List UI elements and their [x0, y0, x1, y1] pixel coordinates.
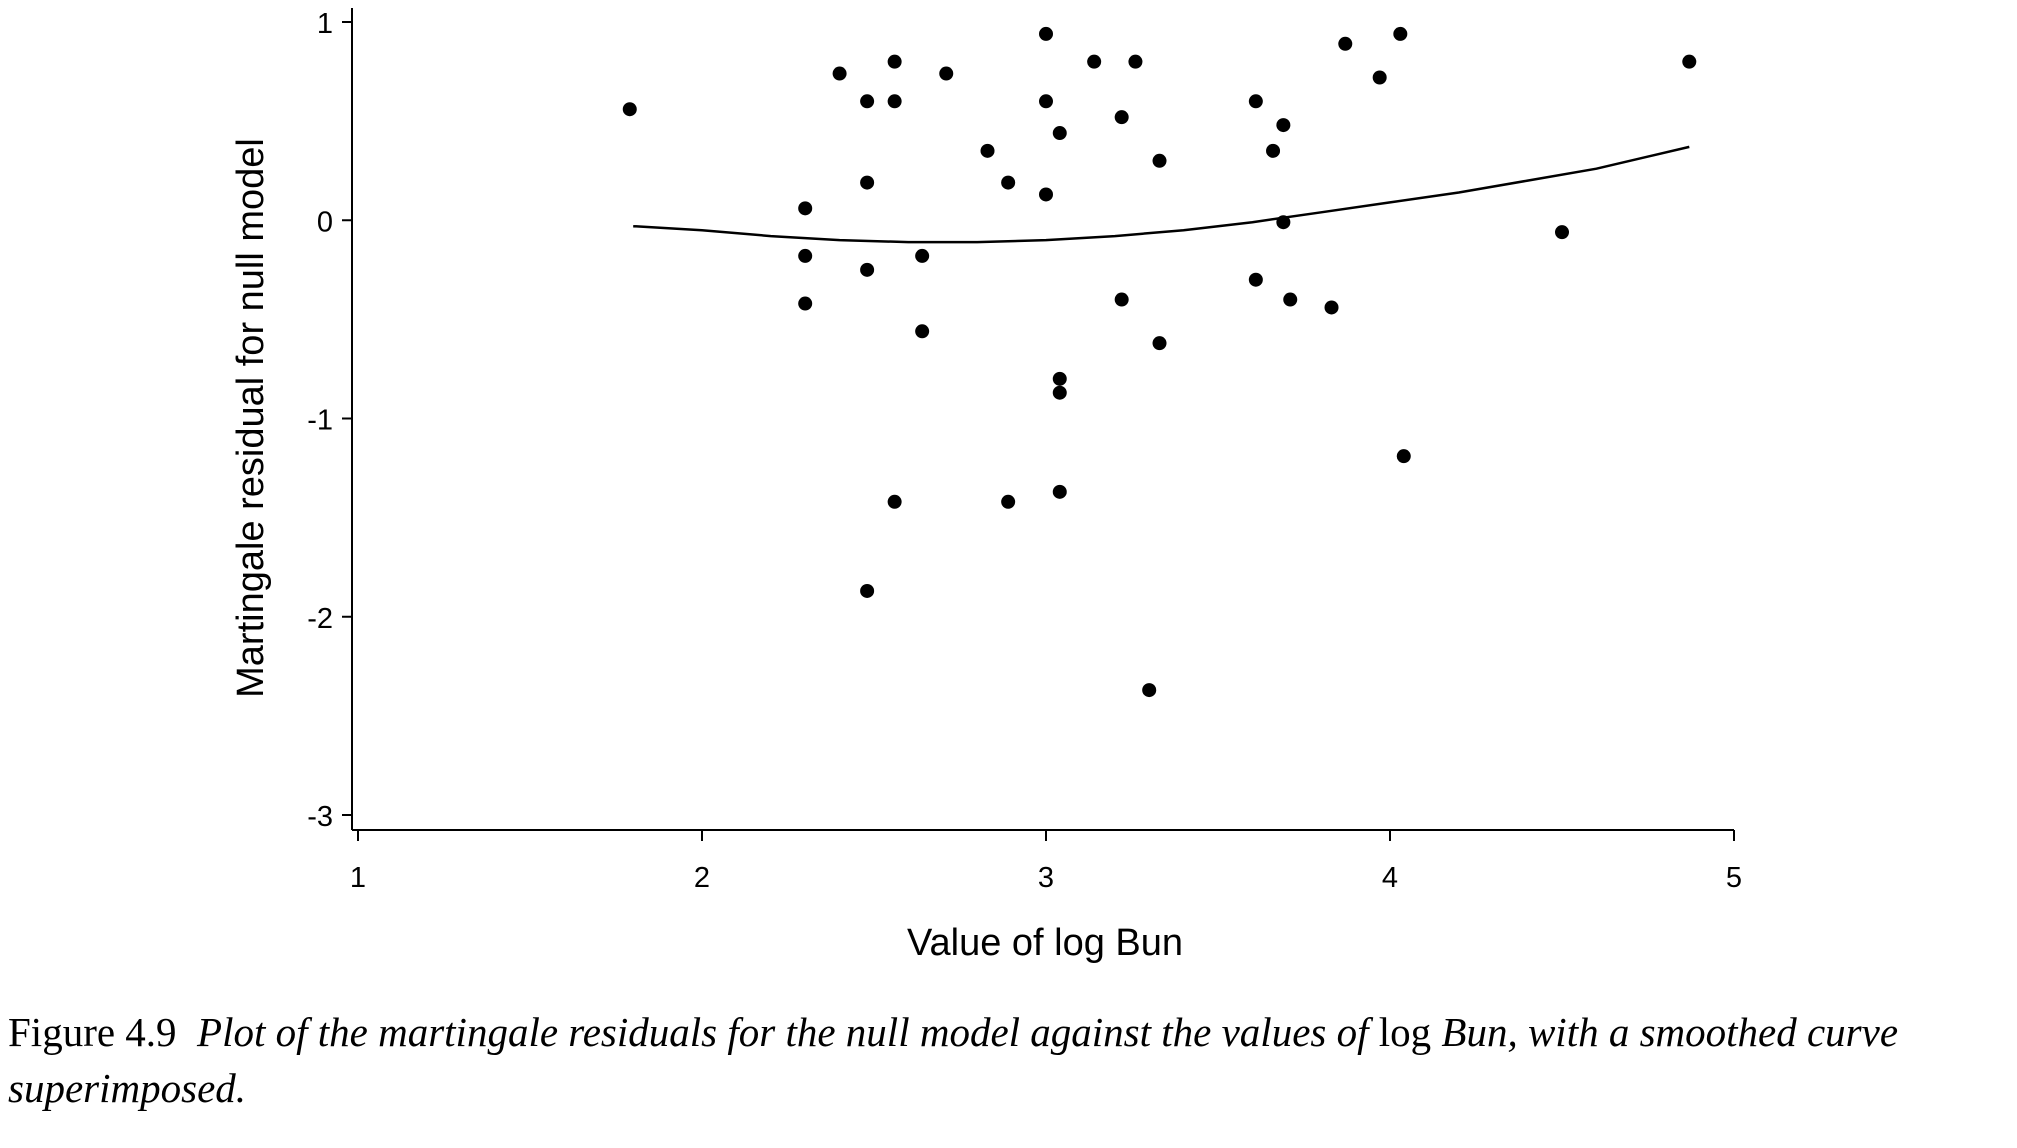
data-point	[1052, 484, 1067, 499]
caption-label: Figure 4.9	[8, 1009, 177, 1055]
data-point	[860, 175, 875, 190]
data-point	[798, 201, 813, 216]
data-point	[1052, 126, 1067, 141]
data-point	[1001, 494, 1016, 509]
y-tick-label: -3	[307, 801, 333, 833]
x-axis-ticks: 1 2 3 4 5	[350, 830, 1742, 894]
data-point	[1114, 110, 1129, 125]
data-point	[1372, 70, 1387, 85]
x-tick-label: 1	[350, 862, 366, 894]
y-tick-label: -1	[307, 405, 333, 437]
y-axis-label: Martingale residual for null model	[230, 138, 272, 698]
data-point	[1276, 215, 1291, 230]
x-tick-label: 3	[1038, 862, 1054, 894]
y-axis-ticks: 1 0 -1 -2 -3	[307, 8, 352, 833]
data-point	[980, 143, 995, 158]
data-point	[1338, 36, 1353, 51]
data-point	[1039, 187, 1053, 202]
data-point	[1266, 143, 1281, 158]
data-point	[622, 102, 637, 117]
data-point	[1396, 449, 1411, 464]
y-tick-label: 1	[317, 8, 333, 40]
data-point	[860, 583, 875, 598]
caption-math: log	[1378, 1009, 1432, 1055]
data-point	[915, 324, 930, 339]
data-point	[832, 66, 847, 81]
data-point	[1152, 336, 1167, 351]
plot-axes	[351, 8, 1734, 831]
data-point	[1142, 683, 1157, 698]
x-tick-label: 5	[1726, 862, 1742, 894]
data-point	[939, 66, 954, 81]
data-point	[860, 262, 875, 277]
data-point	[1052, 371, 1067, 386]
data-point	[1393, 26, 1408, 41]
data-point	[1052, 385, 1067, 400]
data-point	[887, 494, 902, 509]
data-point	[887, 54, 902, 69]
data-point	[1114, 292, 1129, 307]
data-points	[622, 26, 1697, 698]
data-point	[1248, 94, 1263, 109]
data-point	[798, 248, 813, 263]
data-point	[1128, 54, 1143, 69]
data-point	[1276, 118, 1291, 133]
data-point	[1039, 94, 1053, 109]
data-point	[1555, 225, 1569, 240]
data-point	[1039, 26, 1053, 41]
caption-text-part2: Bun, with a smoothed curve superimposed.	[8, 1009, 1899, 1111]
smoothed-curve-line	[633, 145, 1690, 244]
data-point	[1283, 292, 1298, 307]
data-point	[860, 94, 875, 109]
data-point	[887, 94, 902, 109]
data-point	[798, 296, 813, 311]
data-point	[1152, 153, 1167, 168]
data-point	[915, 248, 930, 263]
data-point	[1087, 54, 1102, 69]
figure-caption: Figure 4.9 Plot of the martingale residu…	[8, 1004, 2008, 1116]
data-point	[1682, 54, 1697, 69]
y-tick-label: -2	[307, 603, 333, 635]
data-point	[1001, 175, 1016, 190]
y-tick-label: 0	[317, 206, 333, 238]
data-point	[1324, 300, 1339, 315]
caption-text-part1: Plot of the martingale residuals for the…	[197, 1009, 1369, 1055]
data-point	[1248, 272, 1263, 287]
x-axis-label: Value of log Bun	[907, 922, 1183, 964]
x-tick-label: 4	[1382, 862, 1398, 894]
x-tick-label: 2	[694, 862, 710, 894]
